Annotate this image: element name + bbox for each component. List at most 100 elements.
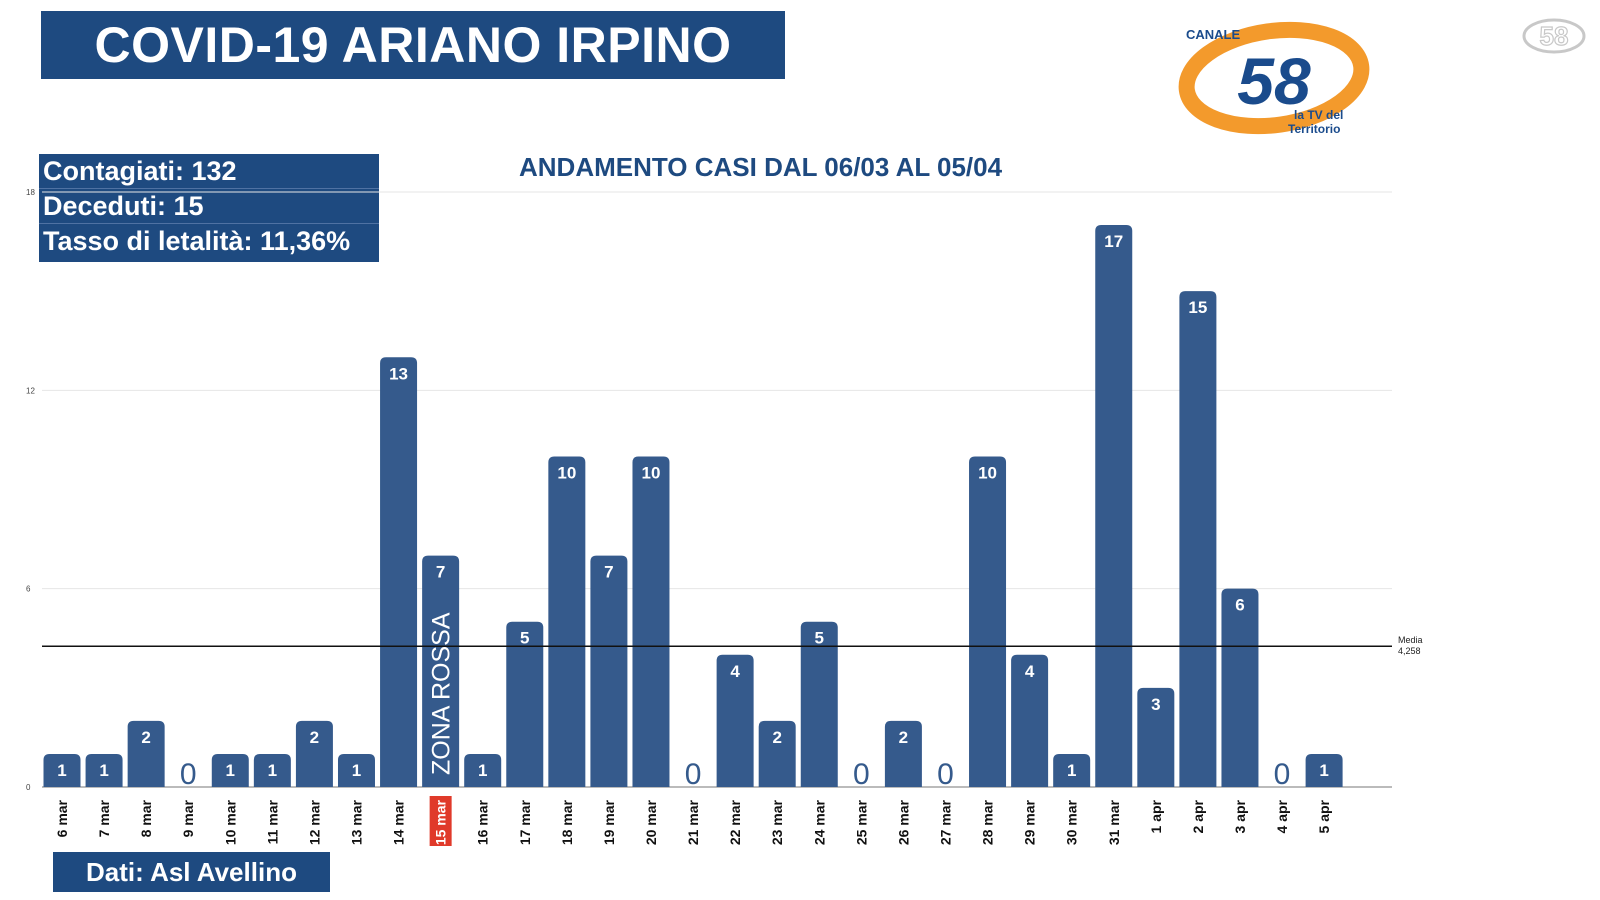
bar: [1221, 588, 1259, 787]
bar-value-label: 2: [310, 728, 319, 747]
stat-deceduti: Deceduti: 15: [39, 189, 379, 224]
bar: [380, 357, 418, 787]
stat-contagiati: Contagiati: 132: [39, 154, 379, 189]
bar-value-label: 1: [57, 761, 66, 780]
logo-number: 58: [1237, 44, 1311, 118]
bar: [1095, 225, 1133, 788]
bar: [1053, 753, 1091, 787]
bar: [800, 621, 838, 787]
bar-value-label: 1: [352, 761, 361, 780]
bar: [211, 753, 249, 787]
bar-value-label: 2: [772, 728, 781, 747]
bar-value-label: 3: [1151, 695, 1160, 714]
bar-value-label: 0: [685, 758, 702, 791]
bar-value-label: 13: [389, 364, 408, 383]
bar-value-label: 0: [180, 758, 197, 791]
bar-value-label: 2: [899, 728, 908, 747]
x-category-label: 20 mar: [643, 799, 659, 845]
bar: [1137, 687, 1175, 787]
bar-value-label: 1: [99, 761, 108, 780]
bar-value-label: 1: [1319, 761, 1328, 780]
bar: [422, 555, 460, 787]
page-title: COVID-19 ARIANO IRPINO: [41, 11, 785, 79]
y-tick-label: 6: [26, 585, 31, 594]
bar-value-label: 1: [1067, 761, 1076, 780]
logo-tagline-2: Territorio: [1288, 122, 1340, 136]
highlight-label-bg: [429, 796, 452, 846]
x-category-label: 26 mar: [895, 799, 911, 845]
bar-value-label: 0: [1274, 758, 1291, 791]
x-category-label: 16 mar: [475, 799, 491, 845]
x-category-label: 2 apr: [1190, 799, 1206, 833]
x-category-label: 21 mar: [685, 799, 701, 845]
x-category-label: 24 mar: [811, 799, 827, 845]
corner-watermark-icon: 58: [1522, 18, 1586, 54]
x-category-label: 22 mar: [727, 799, 743, 845]
stat-letalita: Tasso di letalità: 11,36%: [43, 226, 351, 256]
x-category-label: 15 mar: [433, 799, 449, 845]
x-category-label: 11 mar: [264, 799, 280, 844]
logo-top-text: CANALE: [1186, 27, 1240, 42]
bar: [85, 753, 123, 787]
bar: [43, 753, 81, 787]
x-category-label: 17 mar: [517, 799, 533, 845]
x-category-label: 28 mar: [980, 799, 996, 845]
zona-rossa-annotation: ZONA ROSSA: [428, 612, 456, 775]
bar-value-label: 5: [520, 629, 529, 648]
bar: [1179, 291, 1217, 787]
bar-value-label: 15: [1188, 298, 1207, 317]
bar: [253, 753, 291, 787]
bar: [548, 456, 586, 787]
mean-line-value: 4,258: [1398, 646, 1421, 656]
canale58-logo-icon: CANALE 58 la TV del Territorio: [1178, 21, 1370, 136]
x-category-label: 18 mar: [559, 799, 575, 845]
bar-value-label: 10: [642, 463, 661, 482]
x-category-label: 6 mar: [54, 799, 70, 837]
x-category-label: 9 mar: [180, 799, 196, 837]
bar-value-label: 7: [604, 563, 613, 582]
x-category-label: 12 mar: [306, 799, 322, 845]
data-source-label: Dati: Asl Avellino: [53, 852, 330, 892]
x-category-label: 31 mar: [1106, 799, 1122, 845]
x-category-label: 10 mar: [222, 799, 238, 845]
bar-value-label: 4: [1025, 662, 1035, 681]
bar: [590, 555, 628, 787]
bar: [1305, 753, 1343, 787]
x-category-label: 5 apr: [1316, 799, 1332, 833]
bar-value-label: 0: [853, 758, 870, 791]
corner-logo-number: 58: [1540, 21, 1569, 51]
bar-value-label: 6: [1235, 596, 1244, 615]
bar: [1011, 654, 1049, 787]
bar: [969, 456, 1007, 787]
bars: [42, 225, 1392, 788]
bar-value-label: 7: [436, 563, 445, 582]
bar: [716, 654, 754, 787]
x-category-label: 3 apr: [1232, 799, 1248, 833]
y-tick-label: 18: [26, 188, 35, 197]
x-category-label: 19 mar: [601, 799, 617, 845]
x-category-label: 27 mar: [937, 799, 953, 845]
bar: [632, 456, 670, 787]
bar-value-label: 2: [141, 728, 150, 747]
logo-tagline-1: la TV del: [1294, 108, 1343, 122]
bar-value-label: 1: [226, 761, 235, 780]
stats-panel: Contagiati: 132 Deceduti: 15 Tasso di le…: [39, 154, 379, 262]
x-category-label: 1 apr: [1148, 799, 1164, 833]
bar-value-label: 4: [730, 662, 740, 681]
bar: [337, 753, 375, 787]
mean-line-label: Media: [1398, 635, 1423, 645]
x-category-label: 14 mar: [391, 799, 407, 845]
bar-value-label: 1: [478, 761, 487, 780]
bar: [758, 720, 796, 787]
bar-value-label: 10: [978, 463, 997, 482]
bar-value-label: 17: [1104, 232, 1123, 251]
bar-value-label: 10: [557, 463, 576, 482]
bar-value-label: 0: [937, 758, 954, 791]
x-category-label: 13 mar: [348, 799, 364, 845]
bar: [506, 621, 544, 787]
x-category-label: 29 mar: [1022, 799, 1038, 845]
x-category-label: 30 mar: [1064, 799, 1080, 845]
y-tick-label: 12: [26, 386, 35, 395]
bar: [884, 720, 922, 787]
